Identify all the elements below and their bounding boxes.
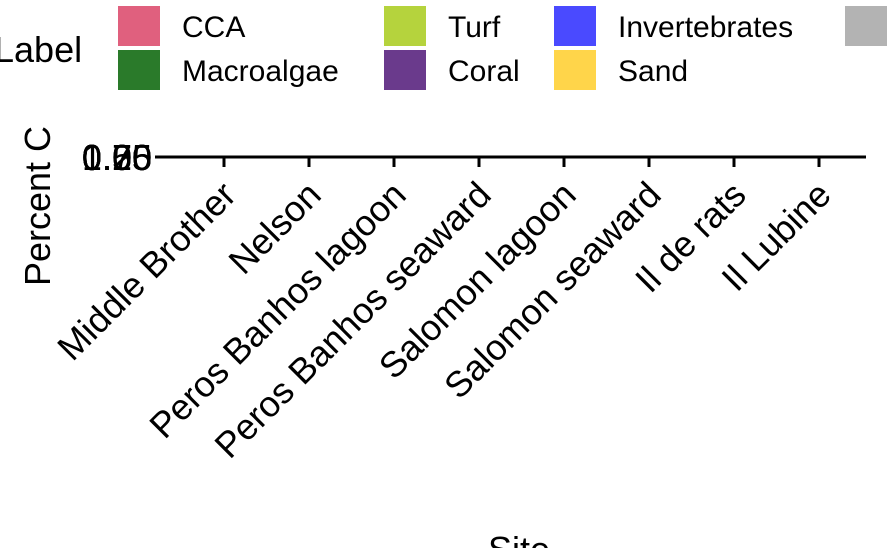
- legend-key-0: [118, 6, 160, 46]
- legend-key-6: [845, 6, 887, 46]
- legend: Label CCA Macroalgae Turf Coral Invertebrate…: [0, 6, 887, 90]
- legend-label-3: Coral: [448, 55, 520, 88]
- legend-key-5: [554, 50, 596, 90]
- y-tick-label-2: 0.50: [82, 137, 152, 178]
- y-tick-label-0: 0.00: [82, 137, 152, 178]
- legend-key-1: [118, 50, 160, 90]
- y-tick-label-3: 0.75: [82, 137, 152, 178]
- legend-key-3: [384, 50, 426, 90]
- legend-key-2: [384, 6, 426, 46]
- x-axis-title: Site: [488, 529, 550, 548]
- legend-label-2: Turf: [448, 11, 501, 44]
- legend-label-1: Macroalgae: [182, 55, 339, 88]
- legend-label-0: CCA: [182, 11, 245, 44]
- legend-label-4: Invertebrates: [618, 11, 793, 44]
- legend-title: Label: [0, 29, 82, 70]
- y-tick-label-4: 1.00: [82, 137, 152, 178]
- legend-key-4: [554, 6, 596, 46]
- y-tick-label-1: 0.25: [82, 137, 152, 178]
- legend-label-5: Sand: [618, 55, 688, 88]
- x-tick-label-0: Middle Brother: [49, 174, 244, 369]
- y-axis-title: Percent C: [17, 126, 58, 286]
